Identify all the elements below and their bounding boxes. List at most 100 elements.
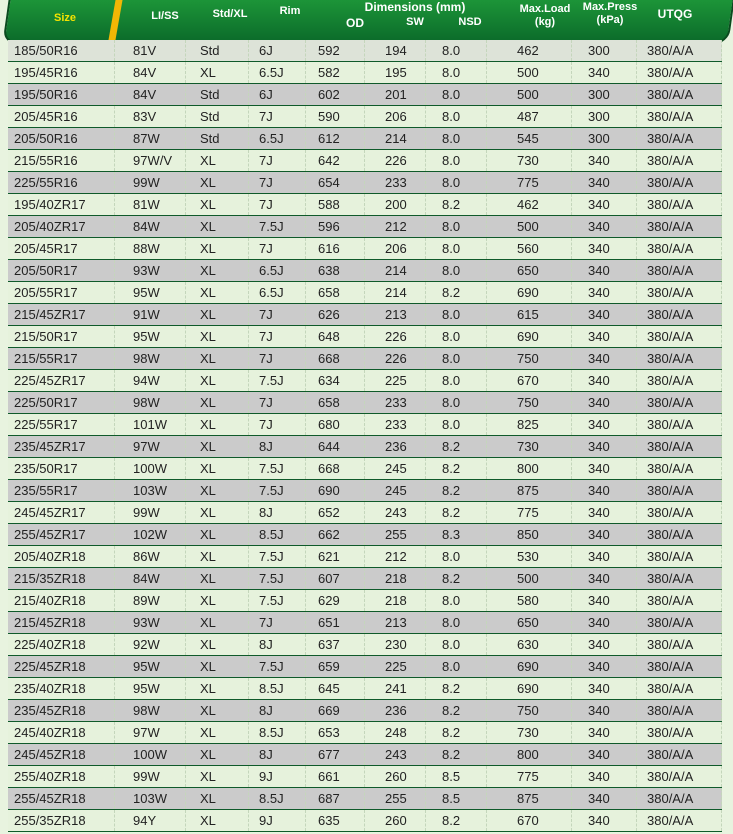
cell-rim: 7J [248,611,306,634]
cell-std-xl: XL [185,237,249,260]
cell-max-press: 340 [571,501,637,524]
cell-utqg: 380/A/A [636,391,722,414]
cell-utqg: 380/A/A [636,61,722,84]
cell-utqg: 380/A/A [636,237,722,260]
cell-sw: 201 [364,83,426,106]
cell-max-load: 545 [486,127,572,150]
cell-max-load: 500 [486,215,572,238]
cell-load-speed-index: 99W [114,765,186,788]
cell-size: 235/45ZR18 [8,699,115,722]
cell-size: 225/55R16 [8,171,115,194]
cell-max-load: 875 [486,787,572,810]
cell-utqg: 380/A/A [636,479,722,502]
cell-nsd: 8.2 [425,809,487,832]
cell-max-load: 775 [486,171,572,194]
table-row: 225/50R17 98W XL 7J 658 233 8.0 750 340 380/A/A [8,391,722,414]
cell-std-xl: XL [185,633,249,656]
cell-max-load: 800 [486,743,572,766]
cell-rim: 8.5J [248,787,306,810]
cell-sw: 225 [364,369,426,392]
cell-utqg: 380/A/A [636,435,722,458]
cell-od: 629 [305,589,365,612]
cell-nsd: 8.0 [425,215,487,238]
cell-sw: 206 [364,237,426,260]
cell-max-load: 500 [486,567,572,590]
table-row: 255/45ZR18 103W XL 8.5J 687 255 8.5 875 340 380/A… [8,787,722,810]
cell-size: 205/50R17 [8,259,115,282]
cell-od: 596 [305,215,365,238]
cell-od: 661 [305,765,365,788]
cell-nsd: 8.2 [425,699,487,722]
cell-sw: 245 [364,457,426,480]
cell-size: 245/40ZR18 [8,721,115,744]
cell-rim: 7.5J [248,479,306,502]
cell-max-press: 340 [571,589,637,612]
header-utqg: UTQG [657,7,693,21]
cell-nsd: 8.0 [425,611,487,634]
header-max-load: Max.Load (kg) [505,3,585,29]
cell-size: 215/35ZR18 [8,567,115,590]
header-dimensions: Dimensions (mm) [364,0,466,14]
cell-utqg: 380/A/A [636,149,722,172]
cell-max-press: 340 [571,325,637,348]
cell-load-speed-index: 95W [114,655,186,678]
cell-od: 602 [305,83,365,106]
cell-std-xl: XL [185,391,249,414]
cell-max-press: 340 [571,545,637,568]
cell-std-xl: XL [185,281,249,304]
cell-rim: 8.5J [248,523,306,546]
cell-max-press: 340 [571,171,637,194]
cell-utqg: 380/A/A [636,589,722,612]
cell-std-xl: XL [185,435,249,458]
cell-od: 651 [305,611,365,634]
cell-rim: 7J [248,171,306,194]
cell-std-xl: XL [185,303,249,326]
table-row: 225/55R16 99W XL 7J 654 233 8.0 775 340 380/A/A [8,171,722,194]
table-row: 185/50R16 81V Std 6J 592 194 8.0 462 300 380/A/A [8,40,722,62]
cell-load-speed-index: 84V [114,83,186,106]
cell-max-press: 340 [571,655,637,678]
cell-sw: 236 [364,699,426,722]
cell-sw: 214 [364,281,426,304]
cell-od: 669 [305,699,365,722]
cell-max-load: 775 [486,765,572,788]
cell-std-xl: XL [185,765,249,788]
cell-od: 616 [305,237,365,260]
cell-load-speed-index: 98W [114,699,186,722]
cell-std-xl: XL [185,545,249,568]
cell-load-speed-index: 87W [114,127,186,150]
cell-max-press: 340 [571,259,637,282]
cell-od: 690 [305,479,365,502]
cell-utqg: 380/A/A [636,633,722,656]
table-row: 235/45ZR18 98W XL 8J 669 236 8.2 750 340 380/A/A [8,699,722,722]
cell-load-speed-index: 97W [114,721,186,744]
cell-load-speed-index: 91W [114,303,186,326]
cell-max-press: 300 [571,83,637,106]
cell-load-speed-index: 98W [114,391,186,414]
cell-nsd: 8.0 [425,655,487,678]
cell-load-speed-index: 97W [114,435,186,458]
cell-max-load: 850 [486,523,572,546]
cell-max-load: 690 [486,325,572,348]
cell-utqg: 380/A/A [636,127,722,150]
header-std-xl: Std/XL [212,8,248,20]
cell-od: 662 [305,523,365,546]
cell-std-xl: XL [185,787,249,810]
cell-nsd: 8.0 [425,325,487,348]
cell-load-speed-index: 89W [114,589,186,612]
cell-sw: 212 [364,215,426,238]
table-row: 255/35ZR18 94Y XL 9J 635 260 8.2 670 340 380/A/A [8,809,722,832]
cell-size: 255/45ZR17 [8,523,115,546]
cell-std-xl: XL [185,171,249,194]
cell-std-xl: XL [185,523,249,546]
cell-nsd: 8.0 [425,40,487,62]
cell-nsd: 8.0 [425,237,487,260]
cell-max-load: 750 [486,391,572,414]
cell-load-speed-index: 100W [114,743,186,766]
cell-nsd: 8.2 [425,567,487,590]
cell-load-speed-index: 92W [114,633,186,656]
cell-load-speed-index: 98W [114,347,186,370]
cell-max-press: 340 [571,611,637,634]
cell-max-load: 690 [486,281,572,304]
cell-load-speed-index: 102W [114,523,186,546]
